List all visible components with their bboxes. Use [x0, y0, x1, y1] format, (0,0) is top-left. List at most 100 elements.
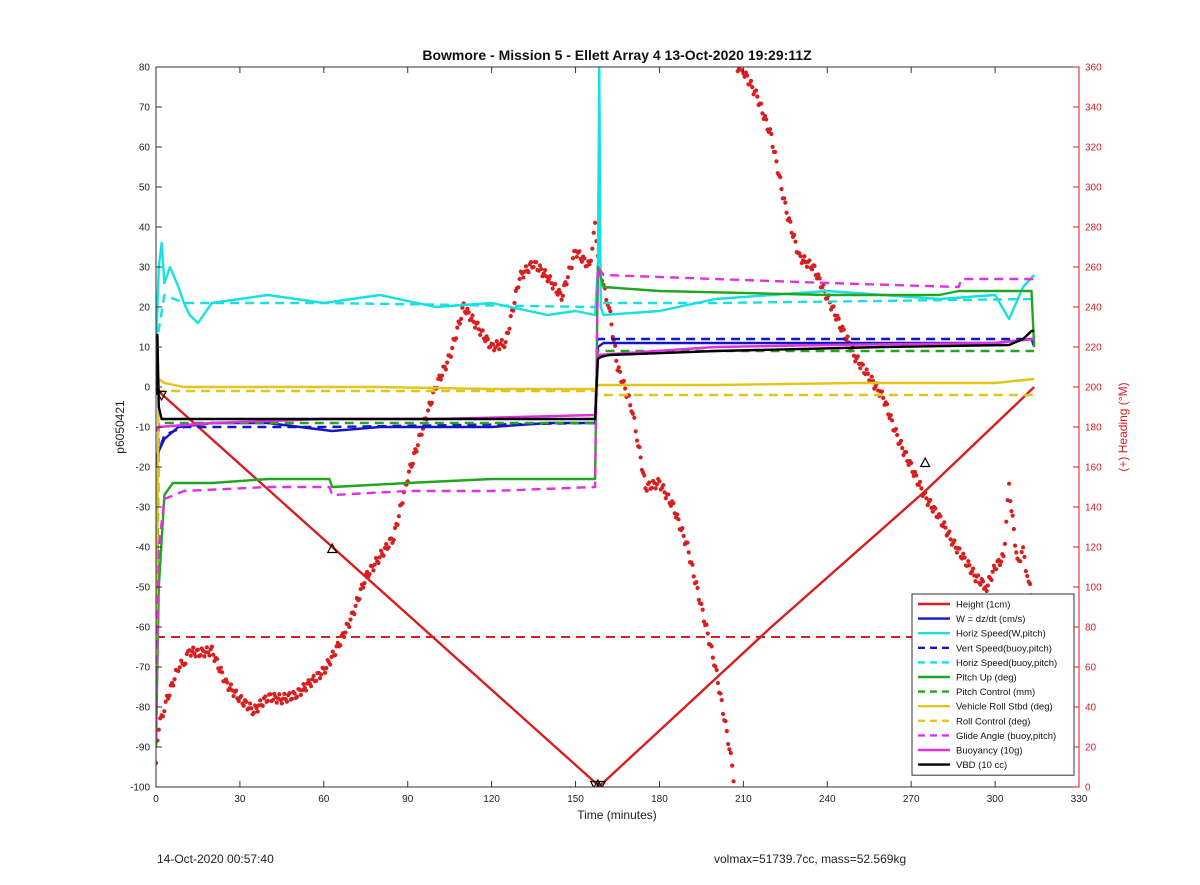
- heading-point: [1019, 550, 1024, 555]
- heading-point: [317, 676, 323, 681]
- heading-point: [947, 529, 952, 534]
- heading-point: [445, 360, 450, 365]
- heading-point: [730, 763, 735, 768]
- legend-entry: VBD (10 cc): [956, 760, 1007, 771]
- y-tick-label-right: 140: [1085, 503, 1102, 514]
- y-tick-label: 70: [139, 103, 151, 114]
- heading-point: [284, 699, 290, 704]
- heading-point: [1025, 573, 1030, 579]
- y-tick-label: -90: [136, 743, 151, 754]
- heading-point: [1002, 541, 1007, 546]
- heading-point: [933, 506, 938, 511]
- heading-point: [653, 486, 658, 491]
- heading-point: [270, 697, 276, 703]
- heading-point: [582, 256, 587, 261]
- marker-triangle: [589, 780, 601, 787]
- heading-point: [975, 573, 981, 578]
- heading-point: [798, 254, 803, 259]
- heading-point: [954, 550, 960, 555]
- heading-point: [506, 330, 511, 336]
- heading-point: [898, 438, 904, 443]
- y-tick-label: -30: [136, 503, 151, 514]
- heading-point: [984, 588, 989, 594]
- heading-point: [681, 533, 686, 539]
- y-tick-label: 10: [139, 343, 151, 354]
- heading-point: [206, 650, 211, 655]
- marker-triangle: [326, 542, 338, 554]
- heading-point: [952, 538, 957, 543]
- heading-point: [787, 216, 792, 221]
- heading-point: [544, 274, 549, 279]
- x-tick-label: 240: [819, 794, 836, 805]
- heading-point: [274, 700, 279, 705]
- heading-point: [990, 569, 995, 574]
- heading-point: [1011, 526, 1016, 532]
- heading-point: [985, 583, 990, 588]
- heading-point: [244, 699, 249, 704]
- heading-point: [480, 328, 485, 333]
- heading-point: [263, 694, 268, 699]
- heading-point: [268, 692, 273, 697]
- heading-point: [817, 276, 822, 281]
- heading-point: [172, 677, 177, 682]
- heading-point: [156, 760, 159, 766]
- heading-point: [490, 342, 496, 347]
- marker-triangle: [593, 778, 603, 787]
- y-tick-label: -40: [136, 543, 151, 554]
- heading-point: [779, 186, 784, 192]
- heading-point: [247, 701, 253, 706]
- heading-point: [279, 701, 284, 706]
- legend-entry: Horiz Speed(W,pitch): [956, 629, 1046, 640]
- heading-point: [406, 469, 412, 474]
- heading-point: [747, 82, 752, 87]
- y-tick-label-right: 120: [1085, 543, 1102, 554]
- heading-point: [671, 501, 676, 506]
- heading-point: [443, 367, 448, 372]
- heading-point: [793, 239, 798, 244]
- heading-point: [207, 653, 212, 658]
- heading-point: [470, 313, 475, 318]
- heading-point: [865, 371, 871, 376]
- heading-point: [616, 365, 621, 370]
- heading-point: [1009, 509, 1014, 514]
- heading-point: [560, 293, 565, 298]
- heading-point: [211, 652, 216, 657]
- heading-point: [792, 232, 797, 238]
- heading-point: [314, 678, 319, 683]
- heading-point: [239, 693, 244, 699]
- heading-point: [844, 337, 849, 342]
- heading-point: [767, 127, 773, 132]
- heading-point: [410, 461, 415, 466]
- heading-point: [395, 522, 400, 527]
- heading-point: [928, 497, 933, 503]
- heading-point: [542, 267, 548, 273]
- heading-point: [459, 316, 464, 322]
- heading-point: [675, 512, 680, 517]
- heading-point: [750, 85, 755, 90]
- y-tick-label-right: 0: [1085, 783, 1091, 794]
- x-tick-label: 90: [402, 794, 414, 805]
- heading-point: [508, 314, 513, 319]
- heading-series: [156, 67, 1035, 784]
- heading-point: [704, 622, 709, 627]
- heading-point: [718, 691, 723, 696]
- x-tick-label: 270: [903, 794, 920, 805]
- heading-point: [888, 413, 893, 418]
- heading-point: [465, 306, 470, 311]
- heading-point: [425, 408, 431, 413]
- heading-point: [494, 339, 499, 344]
- y-tick-label: 50: [139, 183, 151, 194]
- y-axis-label-right: (+) Heading (°M): [1116, 382, 1130, 471]
- heading-point: [499, 337, 504, 343]
- heading-point: [204, 645, 209, 650]
- heading-point: [255, 709, 260, 714]
- heading-point: [415, 443, 420, 448]
- x-tick-label: 300: [987, 794, 1004, 805]
- heading-point: [287, 691, 292, 696]
- heading-point: [292, 691, 297, 696]
- heading-point: [748, 78, 754, 83]
- y-tick-label-right: 260: [1085, 263, 1102, 274]
- heading-point: [858, 366, 863, 371]
- heading-point: [760, 111, 765, 116]
